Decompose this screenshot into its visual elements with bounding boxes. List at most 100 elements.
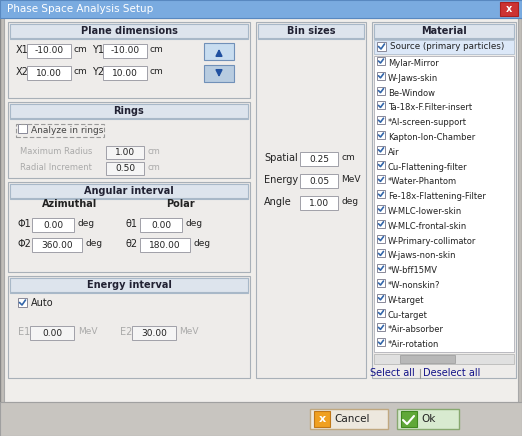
Bar xyxy=(4,18,518,402)
Bar xyxy=(10,24,248,39)
Bar xyxy=(374,24,514,39)
Bar xyxy=(372,22,516,378)
Bar xyxy=(377,131,385,139)
Text: θ2: θ2 xyxy=(126,239,138,249)
Text: 180.00: 180.00 xyxy=(149,241,181,249)
Bar xyxy=(8,182,250,272)
Text: MeV: MeV xyxy=(341,176,361,184)
Bar xyxy=(377,205,385,213)
Text: Radial Increment: Radial Increment xyxy=(20,164,92,173)
Bar xyxy=(314,411,330,427)
Bar xyxy=(106,146,144,159)
Bar xyxy=(10,104,248,118)
Bar xyxy=(377,116,385,124)
Bar xyxy=(377,42,386,51)
Text: Air: Air xyxy=(388,148,400,157)
Text: Angle: Angle xyxy=(264,197,292,207)
Text: deg: deg xyxy=(85,239,102,249)
Text: Phase Space Analysis Setup: Phase Space Analysis Setup xyxy=(7,4,153,14)
Bar xyxy=(106,162,144,175)
Text: 0.05: 0.05 xyxy=(309,177,329,185)
Text: X1: X1 xyxy=(16,45,29,55)
Bar xyxy=(256,22,366,378)
Text: W-Primary-collimator: W-Primary-collimator xyxy=(388,236,477,245)
Text: Source (primary particles): Source (primary particles) xyxy=(390,42,504,51)
Bar xyxy=(18,124,27,133)
Text: 30.00: 30.00 xyxy=(141,328,167,337)
Text: Deselect all: Deselect all xyxy=(423,368,481,378)
Text: *W-nonskin?: *W-nonskin? xyxy=(388,281,441,290)
Text: x: x xyxy=(506,4,512,14)
Bar xyxy=(103,44,147,58)
Text: X2: X2 xyxy=(16,67,29,77)
Text: cm: cm xyxy=(150,68,164,76)
Bar xyxy=(30,326,74,340)
Bar xyxy=(377,279,385,287)
Text: 0.50: 0.50 xyxy=(115,164,135,173)
Text: cm: cm xyxy=(150,45,164,54)
Text: Φ2: Φ2 xyxy=(18,239,32,249)
Bar xyxy=(374,24,514,38)
Text: 10.00: 10.00 xyxy=(112,68,138,78)
Bar xyxy=(300,152,338,166)
Text: *Al-screen-support: *Al-screen-support xyxy=(388,118,467,127)
Bar xyxy=(377,235,385,242)
Bar xyxy=(204,65,234,82)
Text: 1.00: 1.00 xyxy=(115,148,135,157)
Text: Polar: Polar xyxy=(165,199,194,209)
Bar xyxy=(10,104,248,119)
Bar xyxy=(103,66,147,80)
Text: *Air-absorber: *Air-absorber xyxy=(388,325,444,334)
Bar xyxy=(10,184,248,199)
Bar xyxy=(258,24,364,38)
Text: cm: cm xyxy=(74,68,88,76)
Text: Energy interval: Energy interval xyxy=(87,280,171,290)
Bar xyxy=(377,264,385,272)
Bar xyxy=(10,24,248,38)
Bar xyxy=(32,238,82,252)
Bar xyxy=(377,102,385,109)
Text: Cu-target: Cu-target xyxy=(388,310,428,320)
Text: *W-bff15MV: *W-bff15MV xyxy=(388,266,438,275)
Text: 0.00: 0.00 xyxy=(151,221,171,229)
Bar xyxy=(8,276,250,378)
Text: 0.00: 0.00 xyxy=(43,221,63,229)
Text: W-jaws-non-skin: W-jaws-non-skin xyxy=(388,251,457,260)
Text: Plane dimensions: Plane dimensions xyxy=(80,26,177,36)
Bar xyxy=(397,409,459,429)
Text: deg: deg xyxy=(77,219,94,228)
Text: cm: cm xyxy=(74,45,88,54)
Bar xyxy=(374,354,514,364)
Text: W-MLC-lower-skin: W-MLC-lower-skin xyxy=(388,207,462,216)
Text: Angular interval: Angular interval xyxy=(84,186,174,196)
Text: Kapton-Ion-Chamber: Kapton-Ion-Chamber xyxy=(388,133,475,142)
Text: Ta-18x-F.Filter-insert: Ta-18x-F.Filter-insert xyxy=(388,103,472,112)
Bar xyxy=(300,174,338,188)
Text: *Water-Phantom: *Water-Phantom xyxy=(388,177,457,186)
Bar xyxy=(377,249,385,257)
Bar xyxy=(377,338,385,346)
Text: W-MLC-frontal-skin: W-MLC-frontal-skin xyxy=(388,221,467,231)
Text: Analyze in rings: Analyze in rings xyxy=(31,126,103,135)
Text: 1.00: 1.00 xyxy=(309,198,329,208)
Text: W-Jaws-skin: W-Jaws-skin xyxy=(388,74,438,83)
Text: cm: cm xyxy=(341,153,355,163)
Bar xyxy=(377,309,385,317)
Text: Cu-Flattening-filter: Cu-Flattening-filter xyxy=(388,163,468,171)
Bar xyxy=(377,324,385,331)
Bar xyxy=(140,238,190,252)
Text: cm: cm xyxy=(147,147,160,157)
Text: Select all: Select all xyxy=(370,368,414,378)
Text: Fe-18x-Flattening-Filter: Fe-18x-Flattening-Filter xyxy=(388,192,486,201)
Text: E2: E2 xyxy=(120,327,133,337)
Bar xyxy=(310,409,388,429)
Text: x: x xyxy=(318,414,326,424)
Text: 0.00: 0.00 xyxy=(42,328,62,337)
Text: Y2: Y2 xyxy=(92,67,104,77)
Text: MeV: MeV xyxy=(179,327,198,337)
Text: Φ1: Φ1 xyxy=(18,219,32,229)
Text: -10.00: -10.00 xyxy=(34,47,64,55)
Text: Bin sizes: Bin sizes xyxy=(287,26,335,36)
Text: deg: deg xyxy=(193,239,210,249)
Text: 360.00: 360.00 xyxy=(41,241,73,249)
